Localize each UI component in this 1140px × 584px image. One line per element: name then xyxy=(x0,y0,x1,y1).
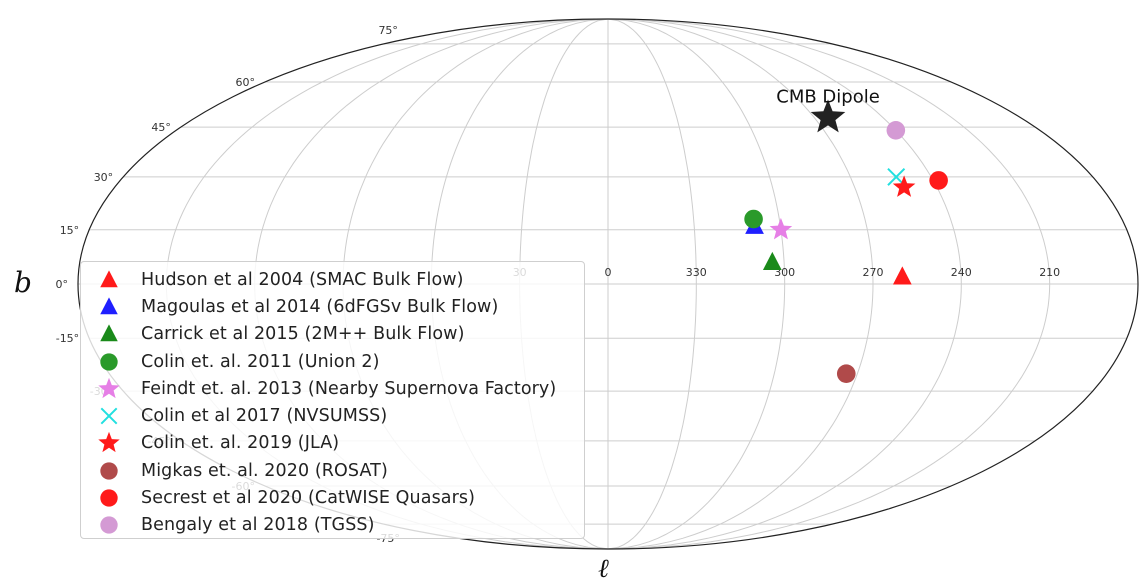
legend-label: Carrick et al 2015 (2M++ Bulk Flow) xyxy=(141,324,465,345)
legend-entry: Bengaly et al 2018 (TGSS) xyxy=(95,512,584,539)
lon-tick-label: 210 xyxy=(1039,266,1060,279)
legend-entry: Carrick et al 2015 (2M++ Bulk Flow) xyxy=(95,321,584,348)
data-point xyxy=(769,217,793,240)
legend-marker-icon xyxy=(100,489,118,507)
legend-label: Feindt et. al. 2013 (Nearby Supernova Fa… xyxy=(141,378,557,399)
data-point xyxy=(744,209,763,229)
legend-marker-shape xyxy=(100,489,118,507)
legend: Hudson et al 2004 (SMAC Bulk Flow) Magoul… xyxy=(80,261,585,539)
lat-tick-label: 15° xyxy=(60,224,80,237)
data-point xyxy=(762,251,782,270)
lon-tick-label: 240 xyxy=(951,266,972,279)
legend-marker-shape xyxy=(100,407,118,425)
legend-entry: Secrest et al 2020 (CatWISE Quasars) xyxy=(95,484,584,511)
legend-marker-icon xyxy=(98,432,120,453)
legend-marker-shape xyxy=(98,377,120,398)
legend-entry: Migkas et. al. 2020 (ROSAT) xyxy=(95,457,584,484)
legend-marker-icon xyxy=(100,324,118,342)
legend-entry: Colin et al 2017 (NVSUMSS) xyxy=(95,402,584,429)
legend-marker-shape xyxy=(100,297,118,315)
lon-tick-label: 330 xyxy=(686,266,707,279)
data-point xyxy=(886,121,906,140)
legend-marker-icon xyxy=(100,407,118,425)
legend-marker-icon xyxy=(100,352,118,371)
y-axis-label: b xyxy=(14,266,32,299)
legend-marker-shape xyxy=(100,352,118,371)
lat-tick-label: -15° xyxy=(56,332,79,345)
legend-marker-shape xyxy=(100,516,118,534)
legend-marker-shape xyxy=(100,324,118,342)
legend-label: Secrest et al 2020 (CatWISE Quasars) xyxy=(141,488,476,509)
legend-entry: Hudson et al 2004 (SMAC Bulk Flow) xyxy=(95,266,584,293)
lat-tick-label: 0° xyxy=(56,278,69,291)
legend-entry: Colin et. al. 2019 (JLA) xyxy=(95,430,584,457)
legend-marker-shape xyxy=(100,462,118,480)
lat-tick-label: 30° xyxy=(94,171,114,184)
legend-label: Bengaly et al 2018 (TGSS) xyxy=(141,515,375,536)
legend-label: Migkas et. al. 2020 (ROSAT) xyxy=(141,460,388,481)
legend-label: Colin et al 2017 (NVSUMSS) xyxy=(141,406,388,427)
cmb-dipole-label: CMB Dipole xyxy=(776,87,880,108)
data-point xyxy=(892,266,912,285)
legend-marker-shape xyxy=(98,432,120,453)
lat-tick-label: 75° xyxy=(378,24,398,37)
data-points xyxy=(744,121,948,384)
legend-marker-icon xyxy=(98,377,120,398)
legend-marker-icon xyxy=(100,462,118,480)
legend-label: Colin et. al. 2011 (Union 2) xyxy=(141,351,380,372)
legend-marker-icon xyxy=(100,516,118,534)
legend-entry: Colin et. al. 2011 (Union 2) xyxy=(95,348,584,375)
legend-marker-shape xyxy=(100,269,118,287)
lon-tick-label: 0 xyxy=(605,266,612,279)
legend-entry: Magoulas et al 2014 (6dFGSv Bulk Flow) xyxy=(95,293,584,320)
x-axis-label: ℓ xyxy=(598,554,609,584)
legend-label: Hudson et al 2004 (SMAC Bulk Flow) xyxy=(141,269,464,290)
cmb-dipole-marker xyxy=(810,99,846,133)
annotations: CMB Dipole xyxy=(776,87,880,133)
legend-label: Magoulas et al 2014 (6dFGSv Bulk Flow) xyxy=(141,296,499,317)
lat-tick-label: 45° xyxy=(151,121,171,134)
legend-marker-icon xyxy=(100,297,118,315)
legend-entry: Feindt et. al. 2013 (Nearby Supernova Fa… xyxy=(95,375,584,402)
data-point xyxy=(892,175,916,197)
data-point xyxy=(836,364,856,384)
data-point xyxy=(929,171,948,190)
legend-marker-icon xyxy=(100,269,118,287)
lon-tick-label: 270 xyxy=(863,266,884,279)
map-outline xyxy=(77,18,1139,550)
lat-tick-label: 60° xyxy=(236,76,256,89)
legend-label: Colin et. al. 2019 (JLA) xyxy=(141,433,340,454)
